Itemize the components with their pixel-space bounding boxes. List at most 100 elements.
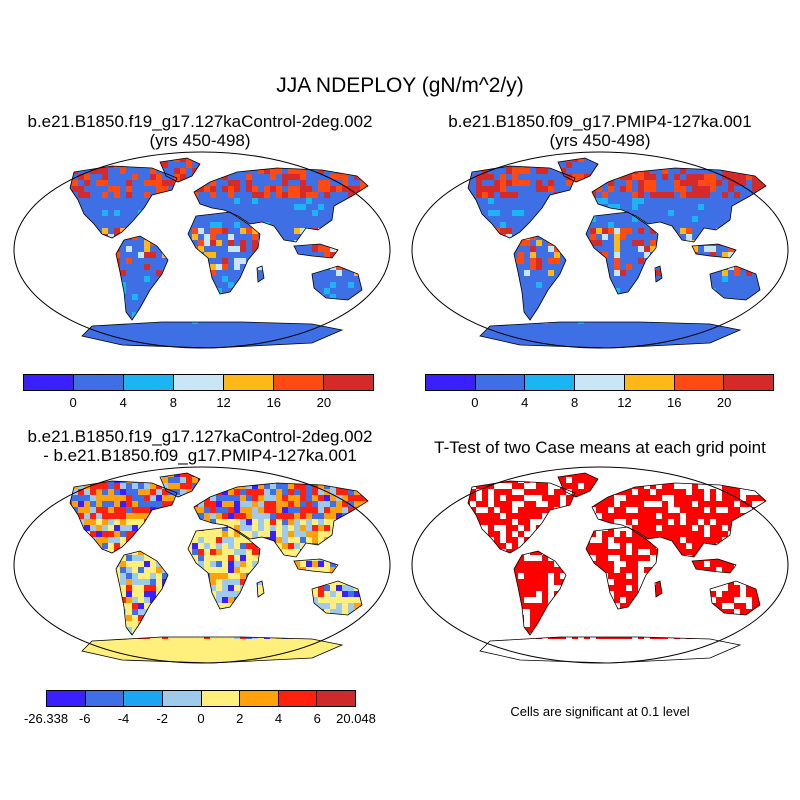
grid-cell (36, 507, 42, 513)
grid-cell (434, 336, 440, 342)
grid-cell (542, 174, 548, 180)
grid-cell (384, 318, 390, 324)
grid-cell (144, 282, 150, 288)
grid-cell (228, 252, 234, 258)
grid-cell (704, 192, 710, 198)
grid-cell (300, 465, 306, 471)
grid-cell (240, 234, 246, 240)
grid-cell (186, 477, 192, 483)
grid-cell (108, 473, 114, 477)
grid-cell (306, 162, 312, 168)
grid-cell (72, 501, 78, 507)
grid-cell (282, 330, 288, 336)
grid-cell (342, 150, 348, 156)
grid-cell (300, 198, 306, 204)
grid-cell (674, 222, 680, 228)
grid-cell (458, 174, 464, 180)
grid-cell (788, 294, 790, 300)
grid-cell (536, 198, 542, 204)
grid-cell (84, 330, 90, 336)
grid-cell (234, 276, 240, 282)
grid-cell (300, 246, 306, 252)
grid-cell (488, 216, 494, 222)
grid-cell (656, 264, 662, 270)
grid-cell (500, 180, 506, 186)
grid-cell (758, 318, 764, 324)
coastline-indonesia (293, 243, 339, 259)
grid-cell (608, 342, 614, 348)
grid-cell (410, 282, 416, 288)
coastline-southAmerica (513, 235, 567, 321)
grid-cell (354, 483, 360, 489)
grid-cell (132, 204, 138, 210)
grid-cell (24, 306, 30, 312)
grid-cell (530, 204, 536, 210)
grid-cell (524, 258, 530, 264)
grid-cell (470, 150, 476, 156)
grid-cell (464, 150, 470, 156)
grid-cell (24, 483, 30, 489)
grid-cell (96, 336, 102, 342)
grid-cell (788, 306, 790, 312)
grid-cell (90, 186, 96, 192)
grid-cell (468, 168, 470, 174)
grid-cell (42, 312, 48, 318)
grid-cell (428, 342, 434, 348)
grid-cell (42, 489, 48, 495)
grid-cell (18, 168, 24, 174)
grid-cell (18, 348, 24, 350)
grid-cell (330, 174, 336, 180)
grid-cell (336, 501, 342, 507)
grid-cell (228, 246, 234, 252)
grid-cell (222, 264, 228, 270)
grid-cell (530, 246, 536, 252)
grid-cell (246, 192, 252, 198)
grid-cell (446, 324, 452, 330)
grid-cell (662, 216, 668, 222)
grid-cell (12, 270, 18, 276)
grid-cell (126, 252, 132, 258)
grid-cell (24, 204, 30, 210)
grid-cell (120, 150, 126, 156)
grid-cell (620, 192, 626, 198)
grid-cell (252, 234, 258, 240)
figure-title: JJA NDEPLOY (gN/m^2/y) (276, 74, 524, 97)
grid-cell (626, 228, 632, 234)
grid-cell (144, 342, 150, 348)
grid-cell (416, 348, 422, 350)
grid-cell (102, 198, 108, 204)
grid-cell (746, 174, 752, 180)
grid-cell (530, 264, 536, 270)
grid-cell (348, 186, 354, 192)
grid-cell (626, 174, 632, 180)
grid-cell (132, 264, 138, 270)
grid-cell (710, 180, 716, 186)
grid-cell (452, 156, 458, 162)
grid-cell (252, 216, 258, 222)
grid-cell (18, 294, 24, 300)
grid-cell (246, 240, 252, 246)
grid-cell (704, 324, 710, 330)
grid-cell (312, 158, 318, 162)
grid-cell (150, 501, 156, 507)
grid-cell (686, 336, 692, 342)
grid-cell (378, 330, 384, 336)
grid-cell (524, 216, 530, 222)
grid-cell (506, 216, 512, 222)
grid-cell (12, 180, 18, 186)
grid-cell (288, 342, 294, 348)
grid-cell (782, 162, 788, 168)
grid-cell (740, 318, 746, 324)
grid-cell (294, 330, 300, 336)
grid-cell (78, 348, 84, 350)
grid-cell (692, 324, 698, 330)
grid-cell (788, 174, 790, 180)
grid-cell (566, 180, 572, 186)
grid-cell (554, 180, 560, 186)
grid-cell (222, 234, 228, 240)
grid-cell (548, 282, 554, 288)
grid-cell (270, 198, 276, 204)
grid-cell (120, 264, 126, 270)
grid-cell (348, 324, 354, 330)
grid-cell (108, 513, 114, 519)
